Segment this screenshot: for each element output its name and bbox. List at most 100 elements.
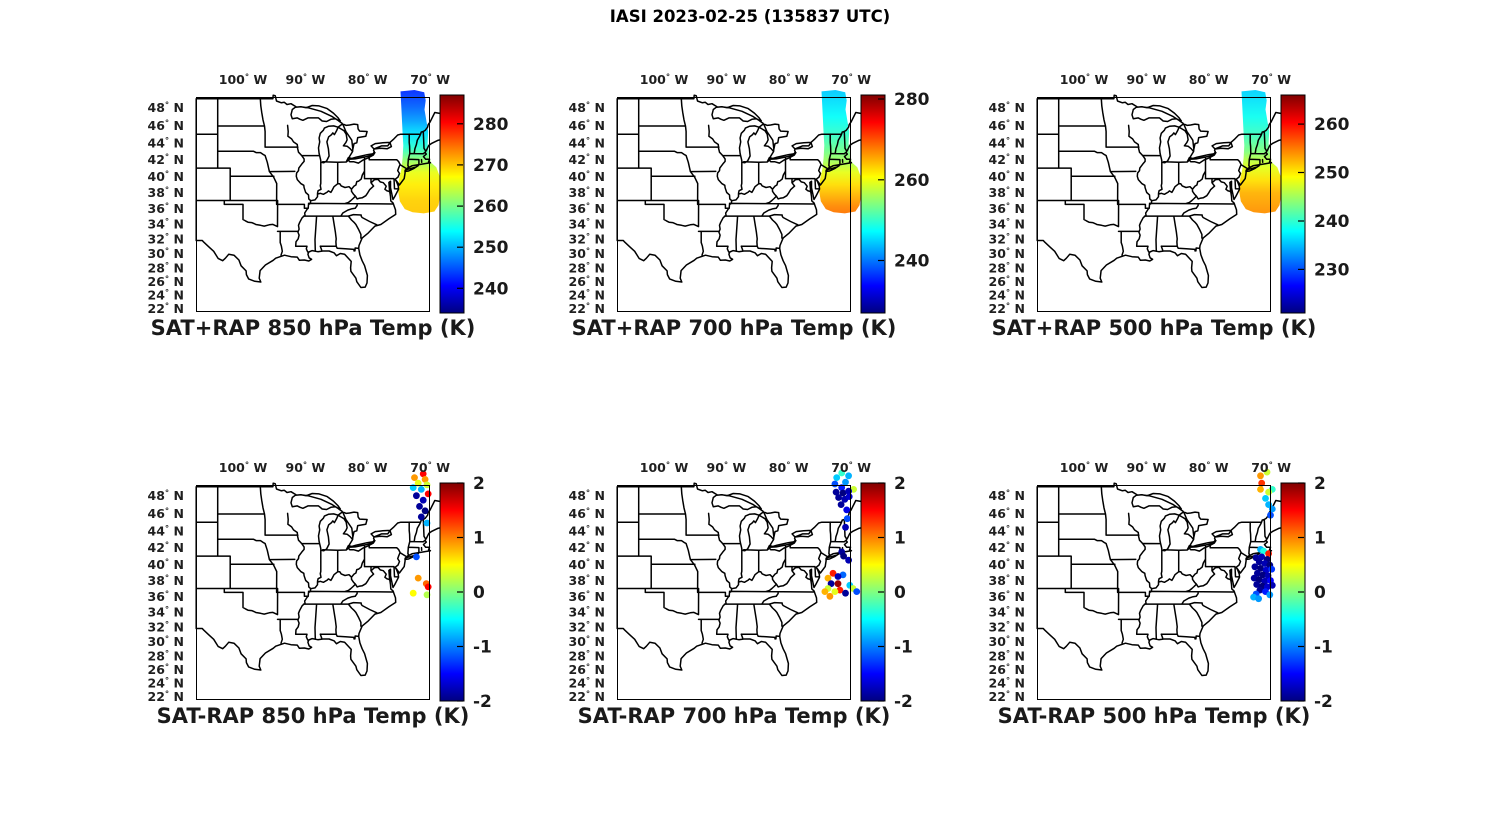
colorbar-gradient bbox=[439, 94, 465, 314]
lat-tick-label: 28° N bbox=[989, 648, 1025, 663]
lat-tick-label: 30° N bbox=[148, 246, 184, 261]
panel-title: SAT-RAP 500 hPa Temp (K) bbox=[997, 704, 1311, 728]
obs-minus-model-point bbox=[832, 488, 840, 496]
obs-minus-model-point bbox=[1258, 479, 1266, 487]
obs-minus-model-point bbox=[1257, 565, 1264, 572]
lat-tick-label: 26° N bbox=[569, 274, 605, 289]
obs-minus-model-point bbox=[842, 523, 849, 531]
lat-tick-label: 40° N bbox=[989, 557, 1025, 572]
colorbar-tick-label: 260 bbox=[473, 197, 509, 217]
lat-tick-labels: 48° N 46° N 44° N 42° N 40° N38° N36° N34° N… bbox=[989, 100, 1025, 316]
lat-tick-label: 28° N bbox=[148, 648, 184, 663]
lon-tick-labels: 100° W 90° W 80° W 70° W bbox=[219, 460, 450, 475]
lat-tick-label: 38° N bbox=[569, 573, 605, 588]
panel-title: SAT+RAP 850 hPa Temp (K) bbox=[150, 316, 476, 340]
lat-tick-label: 26° N bbox=[989, 662, 1025, 677]
lat-tick-label: 34° N bbox=[989, 216, 1025, 231]
lat-tick-label: 26° N bbox=[148, 274, 184, 289]
obs-minus-model-point bbox=[831, 480, 839, 488]
panel-title: SAT-RAP 850 hPa Temp (K) bbox=[156, 704, 470, 728]
lat-tick-label: 34° N bbox=[989, 604, 1025, 619]
lat-tick-label: 34° N bbox=[569, 216, 605, 231]
lon-tick-label: 70° W bbox=[1251, 72, 1291, 87]
obs-minus-model-point bbox=[413, 553, 420, 561]
lat-tick-label: 24° N bbox=[148, 288, 184, 303]
obs-minus-model-point bbox=[831, 588, 839, 595]
colorbar-tick-label: 240 bbox=[894, 252, 930, 272]
colorbar-tick-label: 250 bbox=[1314, 164, 1350, 184]
obs-minus-model-point bbox=[419, 496, 427, 504]
lat-tick-label: 46° N bbox=[989, 506, 1025, 521]
lon-tick-label: 70° W bbox=[410, 460, 450, 475]
lat-tick-label: 34° N bbox=[148, 216, 184, 231]
lat-tick-label: 28° N bbox=[148, 260, 184, 275]
obs-minus-model-point bbox=[424, 583, 432, 591]
obs-minus-model-point bbox=[1262, 566, 1270, 574]
lon-tick-labels: 100° W 90° W 80° W 70° W bbox=[640, 460, 871, 475]
lon-tick-label: 90° W bbox=[707, 460, 747, 475]
lat-tick-label: 30° N bbox=[989, 634, 1025, 649]
lat-tick-label: 32° N bbox=[148, 619, 184, 634]
lat-tick-labels: 48° N 46° N 44° N 42° N 40° N38° N36° N34° N… bbox=[569, 100, 605, 316]
lat-tick-label: 34° N bbox=[569, 604, 605, 619]
obs-minus-model-point bbox=[421, 476, 429, 483]
lat-tick-label: 30° N bbox=[989, 246, 1025, 261]
lon-tick-labels: 100° W 90° W 80° W 70° W bbox=[219, 72, 450, 87]
lat-tick-label: 32° N bbox=[569, 619, 605, 634]
lat-tick-label: 38° N bbox=[989, 185, 1025, 200]
lat-tick-label: 32° N bbox=[989, 231, 1025, 246]
obs-minus-model-point bbox=[413, 492, 420, 500]
lat-tick-label: 44° N bbox=[989, 135, 1025, 150]
colorbar: 280 260 240 bbox=[860, 90, 930, 314]
colorbar-tick-label: 280 bbox=[473, 115, 509, 135]
obs-minus-model-point bbox=[840, 552, 847, 560]
lon-tick-label: 70° W bbox=[831, 460, 871, 475]
lat-tick-label: 46° N bbox=[569, 118, 605, 133]
obs-minus-model-point bbox=[1255, 558, 1263, 566]
obs-minus-model-point bbox=[414, 479, 422, 487]
lat-tick-label: 40° N bbox=[148, 169, 184, 184]
lon-tick-label: 80° W bbox=[1189, 460, 1229, 475]
obs-minus-model-point bbox=[837, 501, 845, 508]
obs-minus-model-point bbox=[826, 592, 834, 600]
obs-minus-model-point bbox=[1251, 563, 1259, 571]
colorbar-gradient bbox=[860, 482, 886, 702]
map-plot: 100° W 90° W 80° W 70° W 48° N 46° N 44° N 42° … bbox=[569, 460, 913, 712]
obs-minus-model-point bbox=[835, 494, 842, 501]
colorbar-tick-label: 230 bbox=[1314, 260, 1350, 280]
obs-minus-model-point bbox=[409, 589, 417, 597]
lat-tick-label: 42° N bbox=[148, 152, 184, 167]
obs-minus-model-point bbox=[423, 519, 431, 527]
obs-minus-model-point bbox=[1268, 581, 1276, 589]
obs-minus-model-point bbox=[416, 503, 423, 510]
lat-tick-label: 24° N bbox=[148, 676, 184, 691]
colorbar-tick-label: 1 bbox=[473, 529, 485, 549]
lat-tick-label: 24° N bbox=[569, 288, 605, 303]
lon-tick-label: 100° W bbox=[219, 460, 268, 475]
lat-tick-label: 48° N bbox=[569, 100, 605, 115]
colorbar: 2 1 0 -1 -2 bbox=[439, 474, 492, 712]
lat-tick-label: 46° N bbox=[989, 118, 1025, 133]
scatter-points bbox=[1250, 468, 1276, 603]
colorbar-tick-label: 0 bbox=[473, 583, 485, 603]
obs-minus-model-point bbox=[842, 478, 849, 486]
axes-box bbox=[196, 485, 430, 700]
lon-tick-label: 90° W bbox=[286, 460, 326, 475]
obs-minus-model-point bbox=[421, 507, 429, 515]
obs-minus-model-point bbox=[833, 474, 841, 481]
satellite-swath bbox=[819, 90, 862, 214]
colorbar-tick-label: 270 bbox=[473, 156, 509, 176]
lat-tick-label: 34° N bbox=[148, 604, 184, 619]
obs-minus-model-point bbox=[838, 469, 846, 477]
obs-minus-model-point bbox=[424, 490, 432, 498]
lon-tick-label: 80° W bbox=[769, 460, 809, 475]
lon-tick-label: 100° W bbox=[640, 72, 689, 87]
colorbar-tick-label: 250 bbox=[473, 238, 509, 258]
obs-minus-model-point bbox=[1254, 569, 1261, 577]
colorbar-tick-label: -1 bbox=[473, 638, 492, 658]
obs-minus-model-point bbox=[821, 588, 829, 595]
obs-minus-model-point bbox=[1268, 505, 1276, 513]
lat-tick-label: 48° N bbox=[989, 100, 1025, 115]
lat-tick-label: 38° N bbox=[148, 185, 184, 200]
